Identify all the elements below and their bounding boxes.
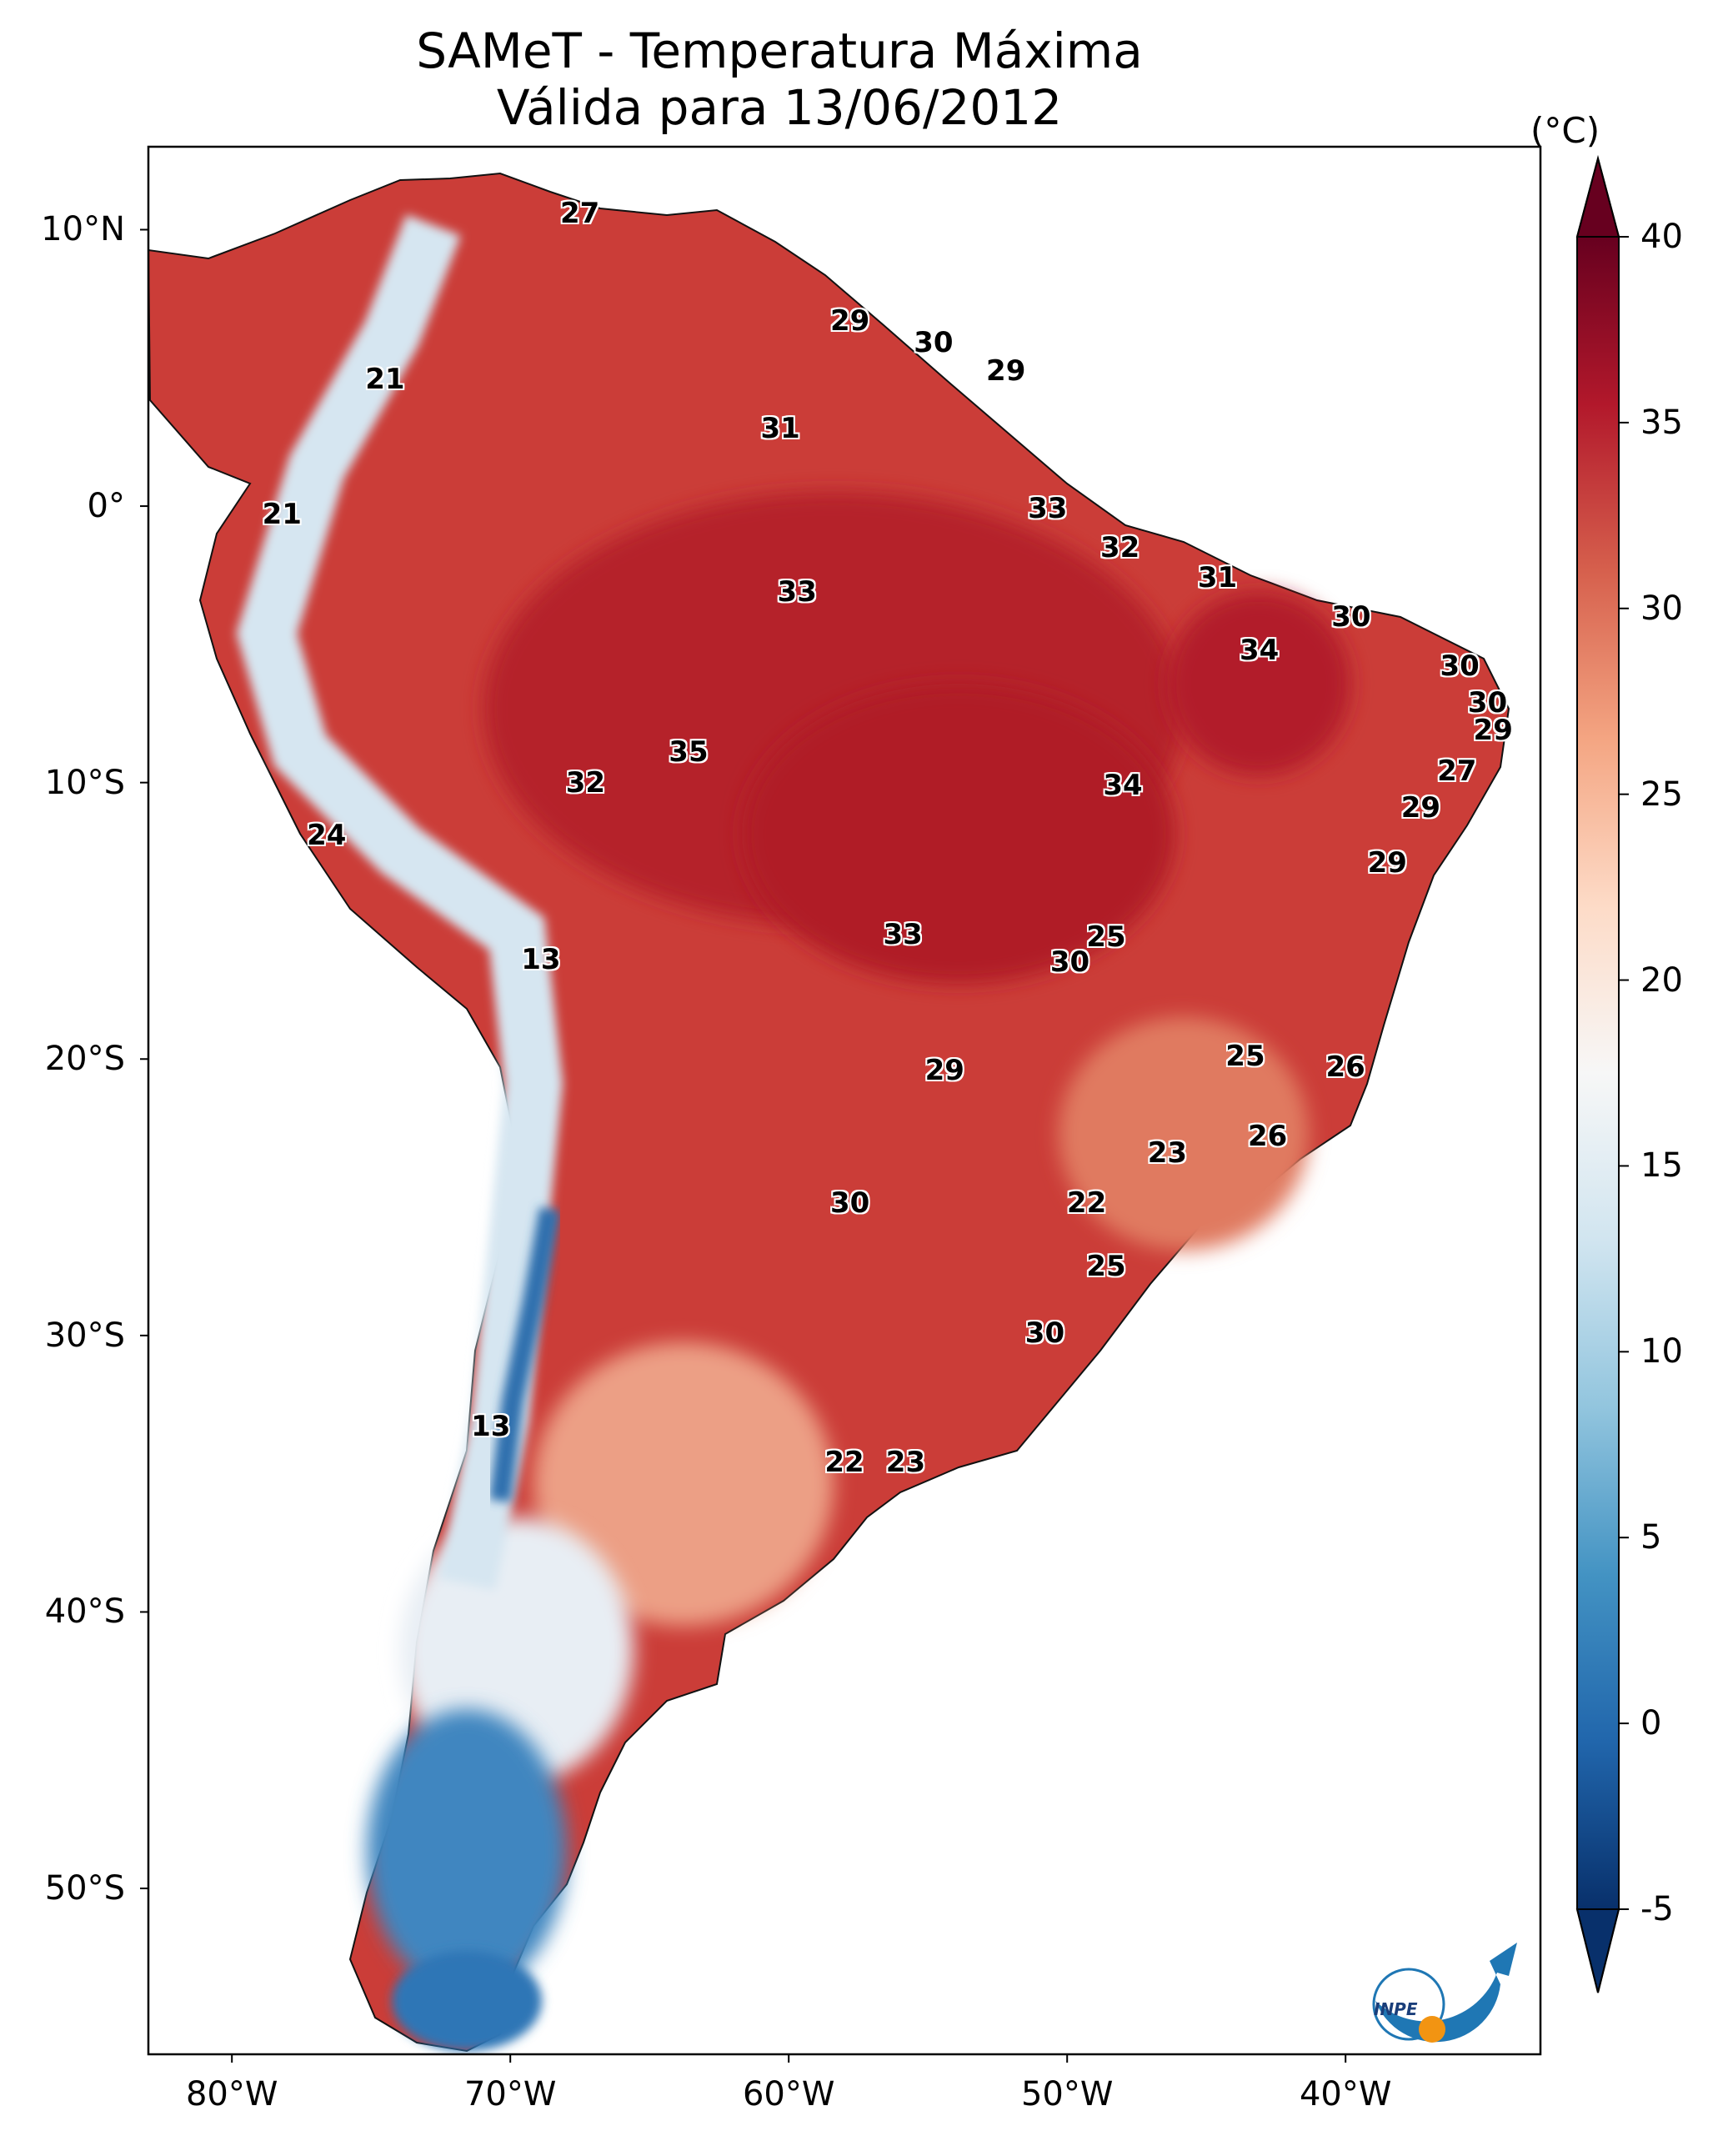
contour-label: 23 (1147, 1136, 1188, 1170)
contour-label: 32 (565, 765, 606, 800)
contour-label: 29 (924, 1053, 964, 1087)
contour-label: 25 (1086, 1249, 1126, 1283)
contour-label: 29 (986, 353, 1026, 388)
lat-tick-label: 40°S (44, 1592, 125, 1632)
colorbar-tick-label: 20 (1640, 960, 1683, 1000)
lat-tick-label: 10°N (41, 210, 125, 249)
colorbar-tick-label: 10 (1640, 1332, 1683, 1371)
contour-label: 30 (1331, 599, 1371, 634)
contour-label: 27 (1437, 755, 1477, 789)
inpe-logo (1372, 1943, 1517, 2043)
contour-label: 22 (1066, 1186, 1107, 1220)
lon-tick-label: 70°W (463, 2075, 557, 2113)
contour-label: 30 (830, 1186, 870, 1220)
inpe-logo-text: INPE (1374, 1999, 1418, 2019)
lat-tick-label: 20°S (44, 1040, 125, 1079)
colorbar-body (1577, 237, 1619, 1909)
contour-label: 32 (1099, 530, 1140, 564)
contour-label: 25 (1225, 1039, 1265, 1073)
contour-label: 30 (1024, 1316, 1065, 1350)
colorbar-tick-label: 15 (1640, 1146, 1683, 1186)
contour-label: 13 (521, 942, 561, 976)
figure-title: SAMeT - Temperatura Máxima (416, 23, 1143, 79)
andes-coldest-ridge (489, 1206, 561, 1502)
inpe-logo-swoosh (1375, 1943, 1517, 2043)
colorbar-tick-label: 25 (1640, 775, 1683, 814)
axis-tick-marks (140, 228, 1347, 2063)
contour-label: 35 (669, 735, 709, 770)
contour-label: 30 (1440, 649, 1480, 684)
lon-tick-label: 60°W (742, 2075, 835, 2113)
contour-label: 31 (1197, 561, 1238, 595)
lat-tick-label: 30°S (44, 1316, 125, 1355)
contour-label: 30 (1467, 685, 1508, 720)
contour-label: 33 (777, 574, 817, 609)
colorbar-tick-label: 30 (1640, 589, 1683, 628)
colorbar-unit: (°C) (1530, 110, 1600, 151)
contour-label: 30 (914, 326, 954, 360)
mild-southeast (1059, 1017, 1309, 1251)
colorbar (1575, 155, 1629, 1993)
lat-tick-label: 50°S (44, 1869, 125, 1908)
colorbar-tick-label: -5 (1640, 1890, 1674, 1928)
cold-tierra-del-fuego (392, 1951, 542, 2051)
colorbar-max-extension (1575, 155, 1620, 238)
contour-label: 29 (1473, 713, 1513, 747)
contour-label: 34 (1103, 768, 1143, 802)
lat-tick-label: 0° (87, 487, 125, 526)
contour-label: 26 (1248, 1120, 1288, 1154)
contour-label: 33 (883, 918, 923, 952)
contour-label: 33 (1028, 492, 1068, 526)
inpe-logo-sun (1419, 2016, 1445, 2043)
contour-label: 34 (1239, 633, 1280, 667)
contour-label: 26 (1325, 1050, 1365, 1085)
lon-tick-label: 40°W (1299, 2075, 1392, 2113)
contour-label: 30 (1049, 945, 1090, 980)
contour-label: 31 (760, 412, 800, 446)
mild-argentina (533, 1342, 834, 1626)
inpe-logo-ring (1372, 1968, 1445, 2041)
colorbar-tick-label: 0 (1640, 1704, 1662, 1743)
contour-label: 27 (560, 196, 600, 230)
lat-tick-label: 10°S (44, 763, 125, 802)
contour-label: 29 (830, 303, 870, 338)
lon-tick-label: 80°W (185, 2075, 278, 2113)
andes-cold-band (236, 214, 563, 1590)
contour-label: 29 (1367, 845, 1407, 880)
colorbar-tick-label: 5 (1640, 1518, 1662, 1557)
contour-label: 13 (471, 1410, 511, 1444)
colorbar-tick-label: 35 (1640, 403, 1683, 442)
contour-label: 24 (307, 818, 347, 852)
contour-label: 22 (824, 1446, 864, 1480)
colorbar-tick-label: 40 (1640, 218, 1683, 256)
map-plot-area (148, 172, 1510, 2053)
axes-frame (147, 145, 1542, 2056)
contour-label: 23 (885, 1446, 926, 1480)
figure-subtitle: Válida para 13/06/2012 (496, 79, 1063, 136)
warm-core-northeast (1167, 592, 1350, 775)
cold-patagonia (367, 1709, 567, 1993)
contour-label: 21 (365, 362, 405, 396)
colorbar-min-extension (1575, 1908, 1620, 1993)
warm-core-central (742, 684, 1175, 984)
contour-label: 25 (1086, 920, 1126, 955)
colorbar-ticks (1619, 236, 1629, 1910)
contour-label: 29 (1400, 790, 1441, 825)
lon-tick-label: 50°W (1020, 2075, 1114, 2113)
contour-label: 21 (262, 498, 302, 532)
